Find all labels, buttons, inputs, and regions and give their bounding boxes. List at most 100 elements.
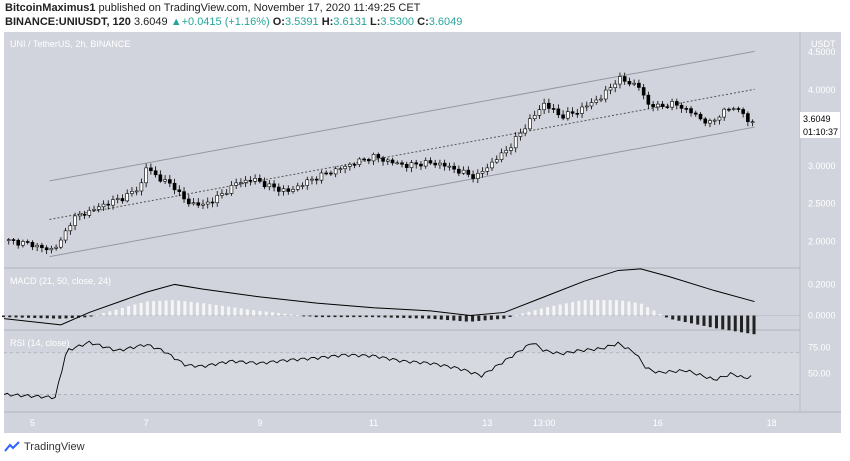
candle-body xyxy=(660,103,665,107)
candle-body xyxy=(395,162,400,165)
candle-body xyxy=(30,242,35,248)
candle-body xyxy=(191,202,196,205)
macd-histogram-bar xyxy=(108,311,112,316)
up-triangle-icon: ▲ xyxy=(170,16,182,28)
candle-body xyxy=(78,213,82,217)
candle-body xyxy=(561,114,565,119)
candle-body xyxy=(665,106,670,108)
candle-body xyxy=(485,167,490,172)
chart-panel-background xyxy=(4,32,841,433)
candle-body xyxy=(182,191,186,200)
rsi-tick-label: 75.00 xyxy=(808,343,831,353)
candle-body xyxy=(367,159,371,162)
macd-histogram-bar xyxy=(602,300,606,316)
macd-histogram-bar xyxy=(383,315,387,318)
macd-histogram-bar xyxy=(164,300,168,316)
close-value: 3.6049 xyxy=(428,16,463,28)
chart-area[interactable]: UNI / TetherUS, 2h, BINANCE USDT MACD (2… xyxy=(0,32,850,440)
candle-body xyxy=(362,158,366,161)
candle-body xyxy=(594,99,599,103)
candle-body xyxy=(438,162,442,166)
macd-histogram-bar xyxy=(714,315,718,329)
candle-body xyxy=(381,157,385,162)
macd-histogram-bar xyxy=(439,315,443,320)
macd-histogram-bar xyxy=(345,315,349,318)
candle-body xyxy=(258,178,262,182)
macd-title: MACD (21, 50, close, 24) xyxy=(10,276,111,286)
macd-histogram-bar xyxy=(358,315,362,318)
ohlc-line: BINANCE:UNIUSDT, 120 3.6049 ▲+0.0415 (+1… xyxy=(5,16,462,28)
candle-body xyxy=(163,179,167,182)
macd-histogram-bar xyxy=(627,301,631,316)
rsi-pane xyxy=(3,340,800,400)
candle-body xyxy=(239,182,243,184)
footer-branding[interactable]: TradingView xyxy=(4,441,85,453)
macd-histogram-bar xyxy=(70,315,74,319)
macd-histogram-bar xyxy=(464,315,468,322)
candle-body xyxy=(371,154,376,162)
macd-histogram-bar xyxy=(58,315,62,319)
macd-histogram-bar xyxy=(433,315,437,320)
macd-histogram-bar xyxy=(252,310,256,316)
macd-histogram-bar xyxy=(33,315,37,318)
macd-histogram-bar xyxy=(214,304,218,316)
publisher-name[interactable]: BitcoinMaximus1 xyxy=(5,2,96,14)
macd-histogram-bar xyxy=(264,311,268,316)
candle-body xyxy=(641,87,646,96)
candle-body xyxy=(409,162,414,168)
last-price-badge xyxy=(800,112,840,125)
candle-body xyxy=(253,178,257,182)
macd-histogram-bar xyxy=(289,314,293,316)
candle-body xyxy=(314,178,319,181)
macd-histogram-bar xyxy=(414,315,418,319)
candle-body xyxy=(504,150,509,154)
macd-histogram-bar xyxy=(521,313,525,316)
candle-body xyxy=(513,136,518,149)
time-tick-label: 13 xyxy=(482,418,492,428)
candle-body xyxy=(82,213,87,216)
macd-histogram-bar xyxy=(202,303,206,316)
candle-body xyxy=(177,189,182,192)
macd-histogram-bar xyxy=(120,307,124,316)
macd-tick-label: 0.0000 xyxy=(808,311,836,321)
time-tick-label: 18 xyxy=(767,418,777,428)
candle-body xyxy=(87,209,92,216)
candle-body xyxy=(575,113,580,115)
candle-body xyxy=(670,101,674,108)
macd-histogram-bar xyxy=(270,312,274,316)
candle-body xyxy=(106,203,111,206)
macd-histogram-bar xyxy=(320,315,324,318)
macd-histogram-bar xyxy=(377,315,381,318)
candle-body xyxy=(243,179,248,183)
macd-histogram-bar xyxy=(427,315,431,319)
time-tick-label: 5 xyxy=(30,418,35,428)
macd-histogram-bar xyxy=(621,300,625,316)
candle-body xyxy=(272,183,276,188)
candle-body xyxy=(49,247,54,251)
macd-histogram-bar xyxy=(589,300,593,316)
candle-body xyxy=(134,190,139,193)
macd-histogram-bar xyxy=(133,304,137,316)
candle-body xyxy=(229,185,234,194)
rsi-title: RSI (14, close) xyxy=(10,338,70,348)
last-price-label: 3.6049 xyxy=(803,114,831,124)
candle-body xyxy=(149,167,153,172)
price-axis-unit: USDT xyxy=(811,39,836,49)
candle-body xyxy=(201,203,205,206)
channel-mid-line xyxy=(49,88,755,220)
candle-body xyxy=(295,185,300,190)
macd-histogram-bar xyxy=(539,308,543,316)
candle-body xyxy=(35,244,39,248)
candle-body xyxy=(333,168,338,175)
macd-histogram-bar xyxy=(14,315,18,318)
macd-histogram-bar xyxy=(564,303,568,316)
candle-body xyxy=(499,152,504,160)
candle-body xyxy=(210,201,215,204)
candle-body xyxy=(570,111,575,114)
candle-body xyxy=(717,116,722,121)
macd-histogram-bar xyxy=(733,315,737,332)
candle-body xyxy=(144,167,148,184)
candle-body xyxy=(471,174,475,179)
main-chart-title: UNI / TetherUS, 2h, BINANCE xyxy=(10,39,130,49)
macd-histogram-bar xyxy=(371,315,375,318)
